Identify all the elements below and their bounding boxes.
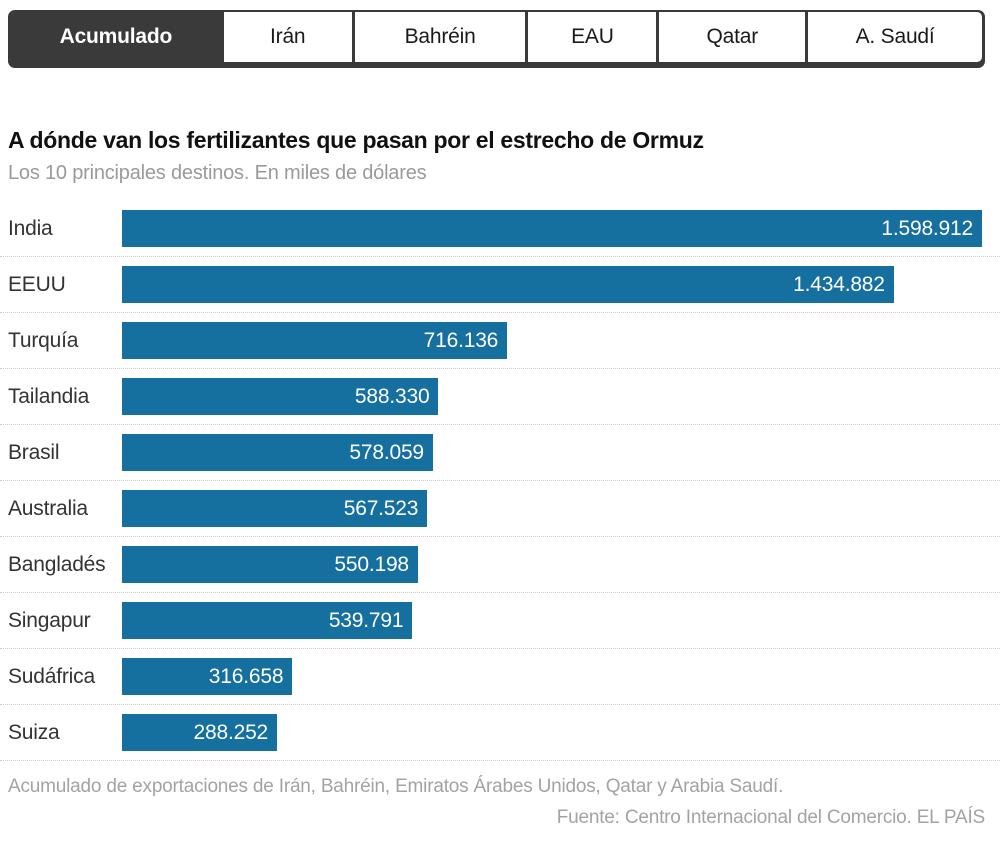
category-label: Sudáfrica	[8, 664, 95, 688]
tab-bahrein[interactable]: Bahréin	[354, 12, 526, 62]
bar: 1.434.882	[122, 266, 894, 303]
bar-value-label: 550.198	[334, 552, 409, 576]
tab-a-saudi[interactable]: A. Saudí	[808, 12, 982, 62]
footnote: Acumulado de exportaciones de Irán, Bahr…	[8, 776, 784, 797]
bar-row: India 1.598.912	[0, 201, 1000, 257]
bar-track: 567.523	[122, 490, 982, 527]
bar-value-label: 578.059	[349, 440, 424, 464]
bar-track: 588.330	[122, 378, 982, 415]
bar-value-label: 716.136	[423, 328, 499, 352]
chart-title: A dónde van los fertilizantes que pasan …	[8, 127, 704, 153]
tab-eau[interactable]: EAU	[528, 12, 657, 62]
bar-row: Sudáfrica 316.658	[0, 649, 1000, 705]
bar-row: Suiza 288.252	[0, 705, 1000, 761]
tab-iran[interactable]: Irán	[223, 12, 352, 62]
bar-value-label: 1.434.882	[793, 272, 885, 296]
bar-track: 539.791	[122, 602, 982, 639]
bar-track: 716.136	[122, 322, 982, 359]
category-label: Brasil	[8, 440, 60, 464]
category-label: Australia	[8, 496, 88, 520]
bar: 1.598.912	[122, 210, 982, 247]
bar: 567.523	[122, 490, 428, 527]
category-label: Tailandia	[8, 384, 90, 408]
bar: 539.791	[122, 602, 413, 639]
category-label: Suiza	[8, 720, 60, 744]
bar: 288.252	[122, 714, 278, 751]
page: Acumulado Irán Bahréin EAU Qatar A. Saudí A d…	[0, 10, 1000, 861]
bar-value-label: 1.598.912	[881, 216, 973, 240]
category-label: Singapur	[8, 608, 91, 632]
category-label: EEUU	[8, 272, 66, 296]
bar-track: 550.198	[122, 546, 982, 583]
bar-chart: India 1.598.912 EEUU 1.434.882 Turquía 716.13…	[0, 201, 1000, 761]
bar-value-label: 539.791	[328, 608, 404, 632]
bar-track: 288.252	[122, 714, 982, 751]
bar-row: Tailandia 588.330	[0, 369, 1000, 425]
bar-track: 1.598.912	[122, 210, 982, 247]
bar-value-label: 588.330	[354, 384, 430, 408]
bar-value-label: 288.252	[193, 720, 269, 744]
tab-qatar[interactable]: Qatar	[659, 12, 806, 62]
tab-acumulado[interactable]: Acumulado	[11, 12, 221, 62]
bar: 316.658	[122, 658, 293, 695]
category-label: Bangladés	[8, 552, 106, 576]
bar: 716.136	[122, 322, 508, 359]
bar-value-label: 567.523	[343, 496, 419, 520]
chart-subtitle: Los 10 principales destinos. En miles de…	[8, 162, 427, 184]
bar-row: Australia 567.523	[0, 481, 1000, 537]
source-credit: Fuente: Centro Internacional del Comerci…	[556, 807, 985, 828]
category-label: India	[8, 216, 53, 240]
bar: 550.198	[122, 546, 418, 583]
bar-row: EEUU 1.434.882	[0, 257, 1000, 313]
bar-track: 578.059	[122, 434, 982, 471]
bar: 588.330	[122, 378, 439, 415]
bar: 578.059	[122, 434, 433, 471]
bar-row: Brasil 578.059	[0, 425, 1000, 481]
bar-track: 1.434.882	[122, 266, 982, 303]
bar-value-label: 316.658	[208, 664, 284, 688]
category-label: Turquía	[8, 328, 79, 352]
tab-bar: Acumulado Irán Bahréin EAU Qatar A. Saudí	[8, 10, 985, 68]
bar-row: Bangladés 550.198	[0, 537, 1000, 593]
bar-track: 316.658	[122, 658, 982, 695]
bar-row: Singapur 539.791	[0, 593, 1000, 649]
bar-row: Turquía 716.136	[0, 313, 1000, 369]
